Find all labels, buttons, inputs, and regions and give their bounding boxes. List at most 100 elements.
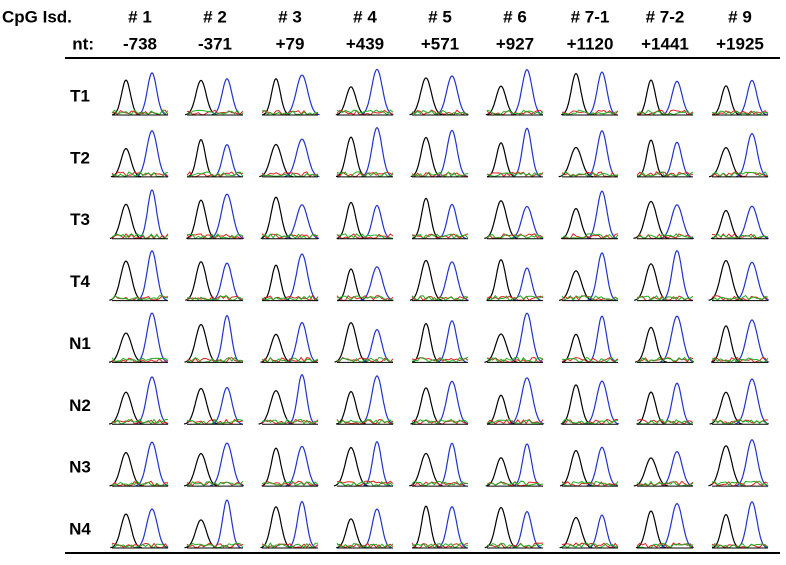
trace-peak <box>412 197 440 239</box>
trace-peak <box>662 382 692 425</box>
trace-noise <box>111 543 169 549</box>
column-nt: +927 <box>496 34 534 53</box>
trace-peak <box>709 146 743 178</box>
trace-peak <box>485 85 517 116</box>
trace-peak <box>183 387 219 425</box>
trace-noise <box>411 542 469 549</box>
chromatogram <box>184 314 244 364</box>
trace-peak <box>660 502 694 549</box>
trace-noise <box>411 356 469 363</box>
trace-noise <box>486 171 544 177</box>
trace-peak <box>410 387 442 425</box>
trace-peak <box>288 373 316 425</box>
trace-peak <box>211 386 243 425</box>
trace-peak <box>633 457 669 487</box>
trace-peak <box>135 441 169 487</box>
trace-peak <box>185 261 217 301</box>
chromatogram <box>485 68 544 116</box>
trace-noise <box>111 418 169 425</box>
trace-noise <box>111 109 169 116</box>
chromatogram <box>634 315 695 364</box>
trace-noise <box>411 480 469 487</box>
trace-noise <box>486 418 544 425</box>
trace-peak <box>710 209 742 240</box>
chromatogram <box>710 205 769 240</box>
chromatogram <box>560 380 620 425</box>
trace-noise <box>561 542 619 549</box>
trace-peak <box>409 259 443 301</box>
trace-noise <box>486 171 544 178</box>
trace-peak <box>736 132 768 178</box>
trace-peak <box>708 445 744 487</box>
trace-noise <box>111 418 169 425</box>
trace-noise <box>711 418 769 425</box>
chromatogram <box>634 249 694 302</box>
trace-noise <box>711 480 769 487</box>
trace-peak <box>362 204 392 240</box>
trace-peak <box>513 443 541 487</box>
trace-peak <box>661 80 693 116</box>
row-label: T3 <box>70 210 90 229</box>
trace-peak <box>261 447 291 487</box>
trace-noise <box>411 171 469 178</box>
chromatogram <box>260 321 319 364</box>
trace-peak <box>336 201 366 239</box>
trace-noise <box>111 480 169 487</box>
trace-noise <box>336 295 394 302</box>
chromatogram <box>336 201 394 240</box>
trace-peak <box>209 193 245 239</box>
trace-peak <box>735 438 769 487</box>
trace-peak <box>509 377 545 425</box>
trace-noise <box>561 295 619 302</box>
chromatogram <box>336 266 394 302</box>
trace-peak <box>336 518 366 549</box>
trace-peak <box>435 75 469 116</box>
trace-peak <box>734 261 770 301</box>
trace-noise <box>111 480 168 487</box>
chromatogram <box>111 72 169 116</box>
trace-noise <box>336 109 394 116</box>
trace-peak <box>709 391 743 425</box>
chromatogram <box>411 320 469 363</box>
trace-peak <box>259 143 293 178</box>
trace-peak <box>737 79 767 116</box>
trace-noise <box>561 480 619 487</box>
chromatogram <box>185 261 244 302</box>
trace-peak <box>260 333 292 363</box>
trace-peak <box>109 391 143 425</box>
trace-peak <box>184 519 218 549</box>
trace-peak <box>285 445 319 487</box>
trace-noise <box>186 480 244 487</box>
chromatogram <box>110 129 169 178</box>
chromatogram <box>636 79 694 116</box>
trace-noise <box>711 480 769 487</box>
trace-noise <box>336 109 394 116</box>
trace-peak <box>337 268 365 301</box>
trace-noise <box>636 233 694 240</box>
chromatogram <box>410 380 469 425</box>
trace-peak <box>736 501 768 549</box>
trace-peak <box>183 452 219 487</box>
trace-peak <box>484 199 518 239</box>
trace-peak <box>209 442 245 487</box>
trace-peak <box>110 147 142 178</box>
trace-noise <box>261 233 319 240</box>
trace-peak <box>584 380 620 425</box>
chromatogram <box>709 132 769 178</box>
chromatogram <box>261 74 320 116</box>
trace-peak <box>712 85 740 116</box>
trace-noise <box>411 171 469 178</box>
chromatogram <box>485 443 544 487</box>
trace-peak <box>586 190 618 239</box>
chromatogram <box>635 502 694 549</box>
column-nt: -371 <box>198 34 232 53</box>
chromatogram <box>558 130 619 178</box>
chromatogram <box>109 376 169 425</box>
trace-peak <box>109 451 143 487</box>
chromatogram <box>711 79 769 116</box>
trace-peak <box>484 506 518 549</box>
nt-label: nt: <box>72 34 94 53</box>
trace-noise <box>561 418 619 425</box>
trace-peak <box>363 440 391 487</box>
chromatogram <box>259 138 320 178</box>
